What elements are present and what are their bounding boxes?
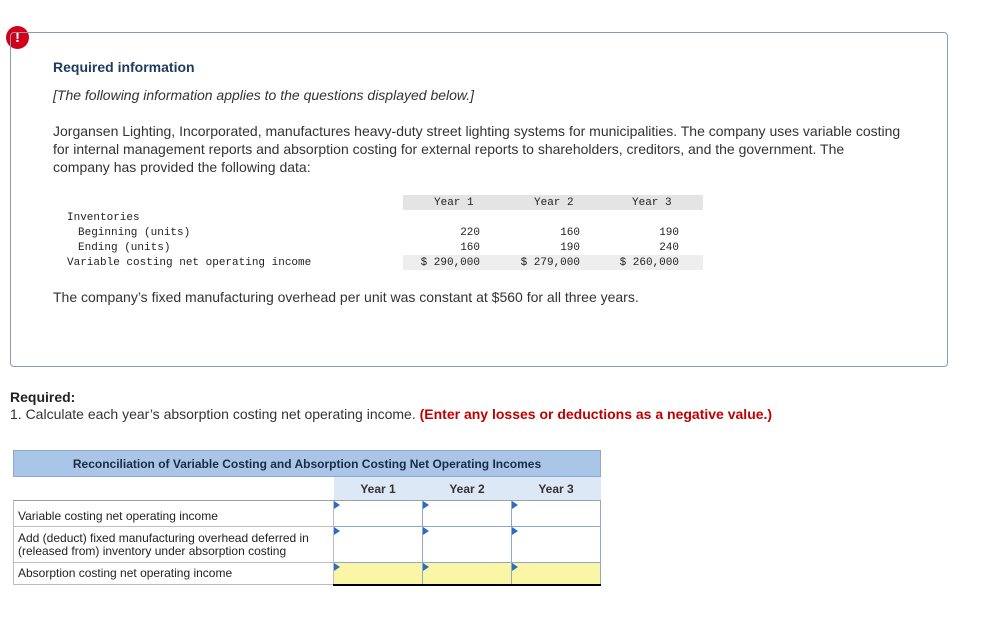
overhead-deferred-year-1-field[interactable] bbox=[334, 536, 422, 553]
input-overhead-deferred-year-2[interactable] bbox=[422, 526, 512, 563]
variable-income-year-2-field[interactable] bbox=[423, 505, 511, 522]
row-label-variable-income: Variable costing net operating income bbox=[13, 500, 334, 527]
input-variable-income-year-3[interactable] bbox=[511, 500, 601, 527]
reconciliation-table: Reconciliation of Variable Costing and A… bbox=[13, 450, 601, 586]
fixed-overhead-footnote: The company’s fixed manufacturing overhe… bbox=[53, 289, 639, 305]
absorption-income-year-2-field[interactable] bbox=[423, 564, 511, 582]
variable-income-year-2: $ 279,000 bbox=[520, 257, 580, 269]
ending-units-label: Ending (units) bbox=[78, 242, 171, 254]
beginning-units-year-3: 190 bbox=[659, 227, 679, 239]
reconciliation-title: Reconciliation of Variable Costing and A… bbox=[13, 450, 601, 477]
beginning-units-label: Beginning (units) bbox=[78, 227, 191, 239]
variable-income-label: Variable costing net operating income bbox=[67, 257, 312, 269]
variable-income-year-1: $ 290,000 bbox=[420, 257, 480, 269]
input-marker-icon bbox=[512, 501, 518, 509]
question-hint: (Enter any losses or deductions as a neg… bbox=[419, 406, 773, 422]
question-text: 1. Calculate each year’s absorption cost… bbox=[10, 406, 772, 422]
ending-units-year-2: 190 bbox=[560, 242, 580, 254]
overhead-deferred-year-3-field[interactable] bbox=[512, 536, 600, 553]
input-variable-income-year-1[interactable] bbox=[333, 500, 423, 527]
row-label-overhead-deferred: Add (deduct) fixed manufacturing overhea… bbox=[13, 526, 334, 563]
input-variable-income-year-2[interactable] bbox=[422, 500, 512, 527]
question-prompt: 1. Calculate each year’s absorption cost… bbox=[10, 406, 416, 422]
input-marker-icon bbox=[334, 563, 340, 571]
alert-icon: ! bbox=[6, 26, 29, 49]
input-marker-icon bbox=[334, 527, 340, 535]
data-col-year-1: Year 1 bbox=[434, 197, 474, 209]
input-marker-icon bbox=[423, 563, 429, 571]
recon-col-year-2: Year 2 bbox=[422, 476, 512, 501]
inventories-label: Inventories bbox=[67, 212, 140, 224]
variable-income-year-3-field[interactable] bbox=[512, 505, 600, 522]
variable-income-year-3: $ 260,000 bbox=[619, 257, 679, 269]
input-marker-icon bbox=[334, 501, 340, 509]
required-heading: Required: bbox=[10, 389, 76, 405]
data-table-header-band bbox=[403, 195, 703, 210]
required-information-subtitle: [The following information applies to th… bbox=[53, 87, 475, 103]
data-col-year-2: Year 2 bbox=[534, 197, 574, 209]
input-absorption-income-year-1[interactable] bbox=[333, 562, 423, 586]
input-overhead-deferred-year-3[interactable] bbox=[511, 526, 601, 563]
input-absorption-income-year-3[interactable] bbox=[511, 562, 601, 586]
input-marker-icon bbox=[423, 501, 429, 509]
input-overhead-deferred-year-1[interactable] bbox=[333, 526, 423, 563]
recon-col-year-1: Year 1 bbox=[333, 476, 423, 501]
input-marker-icon bbox=[512, 563, 518, 571]
absorption-income-year-3-field[interactable] bbox=[512, 564, 600, 582]
data-col-year-3: Year 3 bbox=[632, 197, 672, 209]
input-marker-icon bbox=[423, 527, 429, 535]
input-absorption-income-year-2[interactable] bbox=[422, 562, 512, 586]
data-table-income-band bbox=[403, 255, 703, 270]
beginning-units-year-2: 160 bbox=[560, 227, 580, 239]
row-label-absorption-income: Absorption costing net operating income bbox=[13, 562, 334, 585]
problem-description: Jorgansen Lighting, Incorporated, manufa… bbox=[53, 123, 901, 175]
required-information-title: Required information bbox=[53, 59, 195, 75]
overhead-deferred-year-2-field[interactable] bbox=[423, 536, 511, 553]
label-column-header bbox=[13, 476, 334, 501]
recon-col-year-3: Year 3 bbox=[511, 476, 601, 501]
absorption-income-year-1-field[interactable] bbox=[334, 564, 422, 582]
input-marker-icon bbox=[512, 527, 518, 535]
beginning-units-year-1: 220 bbox=[460, 227, 480, 239]
ending-units-year-1: 160 bbox=[460, 242, 480, 254]
required-information-panel bbox=[10, 32, 948, 367]
variable-income-year-1-field[interactable] bbox=[334, 505, 422, 522]
ending-units-year-3: 240 bbox=[659, 242, 679, 254]
